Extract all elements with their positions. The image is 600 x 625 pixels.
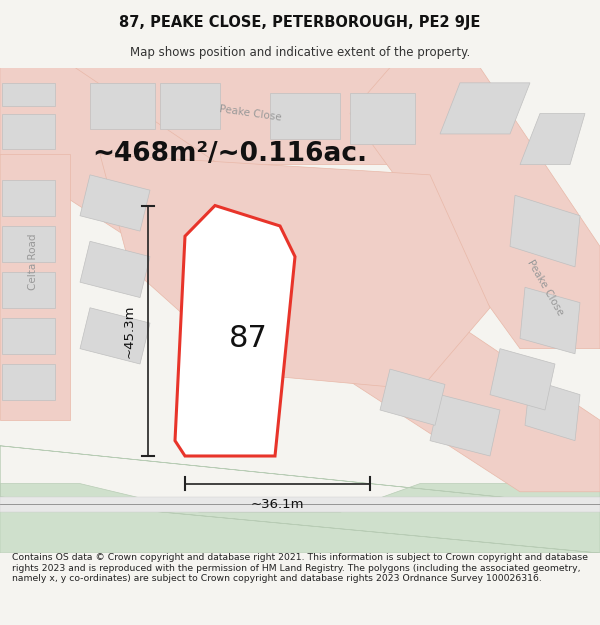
Polygon shape — [380, 369, 445, 426]
Polygon shape — [350, 93, 415, 144]
Polygon shape — [90, 83, 155, 129]
Polygon shape — [0, 68, 600, 492]
Text: Celta Road: Celta Road — [28, 234, 38, 290]
Text: Map shows position and indicative extent of the property.: Map shows position and indicative extent… — [130, 46, 470, 59]
Polygon shape — [80, 241, 150, 298]
Polygon shape — [2, 83, 55, 106]
Text: Contains OS data © Crown copyright and database right 2021. This information is : Contains OS data © Crown copyright and d… — [12, 553, 588, 583]
Polygon shape — [80, 175, 150, 231]
Polygon shape — [490, 349, 555, 410]
Polygon shape — [350, 68, 600, 349]
Polygon shape — [2, 272, 55, 308]
Polygon shape — [2, 180, 55, 216]
Text: Peake Close: Peake Close — [218, 104, 282, 123]
Text: ~36.1m: ~36.1m — [251, 498, 304, 511]
Polygon shape — [0, 154, 70, 420]
Polygon shape — [0, 484, 600, 553]
Polygon shape — [10, 68, 480, 164]
Polygon shape — [2, 226, 55, 262]
Polygon shape — [520, 288, 580, 354]
Text: Peake Close: Peake Close — [525, 258, 565, 317]
Polygon shape — [510, 195, 580, 267]
Polygon shape — [525, 379, 580, 441]
Polygon shape — [80, 308, 150, 364]
Text: ~468m²/~0.116ac.: ~468m²/~0.116ac. — [92, 141, 368, 168]
Text: 87: 87 — [229, 324, 268, 353]
Polygon shape — [2, 114, 55, 149]
Polygon shape — [2, 364, 55, 400]
Polygon shape — [175, 206, 295, 456]
Polygon shape — [520, 114, 585, 164]
Polygon shape — [270, 93, 340, 139]
Polygon shape — [430, 394, 500, 456]
Text: ~45.3m: ~45.3m — [123, 304, 136, 358]
Text: 87, PEAKE CLOSE, PETERBOROUGH, PE2 9JE: 87, PEAKE CLOSE, PETERBOROUGH, PE2 9JE — [119, 15, 481, 30]
Polygon shape — [160, 83, 220, 129]
Polygon shape — [440, 83, 530, 134]
Polygon shape — [2, 318, 55, 354]
Polygon shape — [0, 446, 600, 553]
Polygon shape — [100, 154, 490, 389]
Polygon shape — [0, 497, 600, 512]
